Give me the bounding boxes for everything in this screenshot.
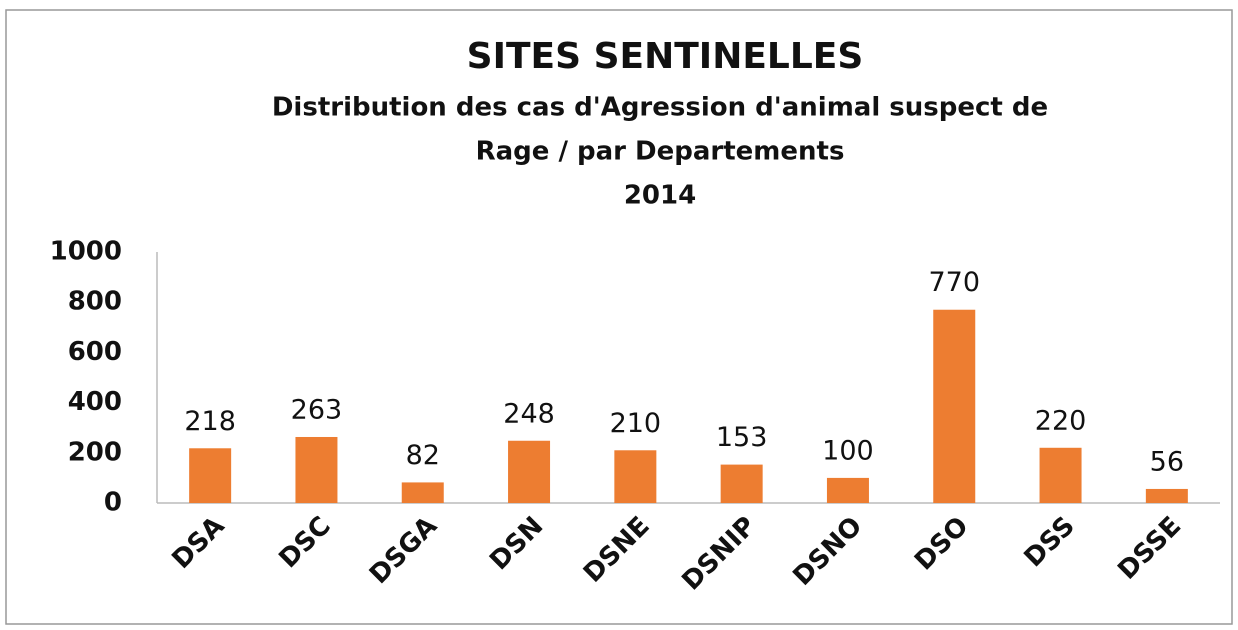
value-label: 210 xyxy=(610,408,662,439)
bar xyxy=(189,448,232,503)
y-tick-label: 0 xyxy=(104,488,122,518)
value-label: 82 xyxy=(406,440,440,471)
bar xyxy=(933,309,976,503)
y-tick-label: 1000 xyxy=(50,237,122,267)
chart-subtitle: Rage / par Departements xyxy=(476,137,845,167)
bar xyxy=(614,450,657,503)
value-label: 263 xyxy=(291,394,343,425)
chart-subtitle: Distribution des cas d'Agression d'anima… xyxy=(272,93,1048,123)
chart-title: SITES SENTINELLES xyxy=(467,36,864,77)
value-label: 153 xyxy=(716,422,768,453)
value-label: 218 xyxy=(184,406,236,437)
chart-frame xyxy=(5,9,1233,625)
y-tick-label: 600 xyxy=(68,337,122,367)
y-tick-label: 800 xyxy=(68,287,122,317)
bar xyxy=(1145,488,1188,503)
value-label: 56 xyxy=(1150,446,1184,477)
value-label: 770 xyxy=(928,267,980,298)
y-tick-label: 400 xyxy=(68,387,122,417)
bar xyxy=(1039,447,1082,503)
value-label: 100 xyxy=(822,435,874,466)
bar xyxy=(295,436,338,503)
bar xyxy=(508,440,551,503)
bar xyxy=(826,477,869,503)
bar xyxy=(720,464,763,503)
bar xyxy=(401,482,444,503)
value-label: 248 xyxy=(503,398,555,429)
value-label: 220 xyxy=(1035,405,1087,436)
chart-subtitle: 2014 xyxy=(624,181,696,211)
y-tick-label: 200 xyxy=(68,437,122,467)
